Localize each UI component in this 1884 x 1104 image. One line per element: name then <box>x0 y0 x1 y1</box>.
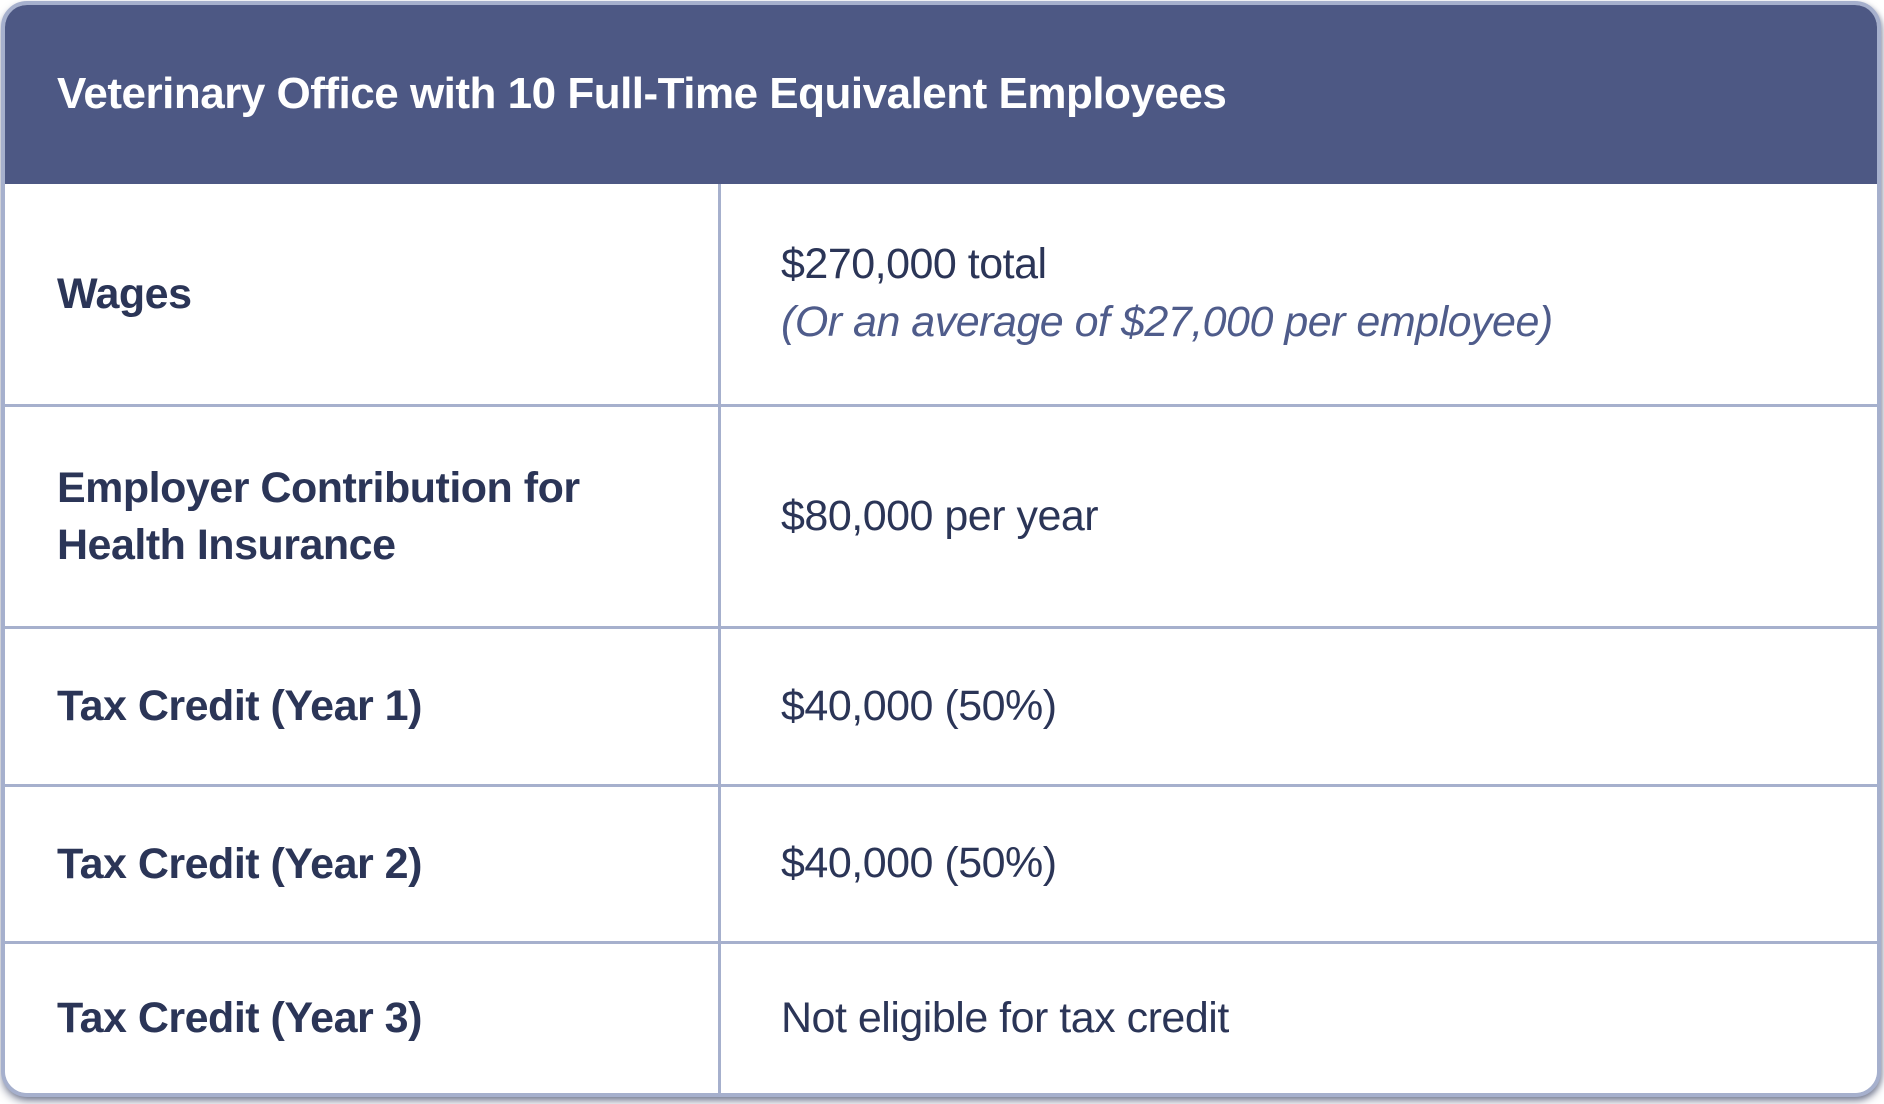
table-row-employer-contribution: Employer Contribution for Health Insuran… <box>5 404 1877 626</box>
row-value-wages: $270,000 total <box>781 240 1047 289</box>
table-header: Veterinary Office with 10 Full-Time Equi… <box>5 5 1877 184</box>
row-value-wages-note: (Or an average of $27,000 per employee) <box>781 298 1553 346</box>
table-row-tax-credit-year2: Tax Credit (Year 2) $40,000 (50%) <box>5 784 1877 941</box>
row-value-tax-credit-year1-cell: $40,000 (50%) <box>718 629 1877 784</box>
row-value-wages-cell: $270,000 total (Or an average of $27,000… <box>718 184 1877 404</box>
row-label-employer-contribution: Employer Contribution for Health Insuran… <box>57 463 580 569</box>
row-value-tax-credit-year2: $40,000 (50%) <box>781 839 1057 888</box>
row-label-tax-credit-year2: Tax Credit (Year 2) <box>57 839 422 888</box>
table-row-tax-credit-year1: Tax Credit (Year 1) $40,000 (50%) <box>5 626 1877 784</box>
table-row-wages: Wages $270,000 total (Or an average of $… <box>5 184 1877 404</box>
row-value-tax-credit-year1: $40,000 (50%) <box>781 681 1057 730</box>
row-label-wages: Wages <box>57 269 192 318</box>
row-value-tax-credit-year2-cell: $40,000 (50%) <box>718 787 1877 941</box>
row-value-employer-contribution: $80,000 per year <box>781 491 1099 540</box>
row-label-tax-credit-year3: Tax Credit (Year 3) <box>57 994 422 1043</box>
row-value-tax-credit-year3: Not eligible for tax credit <box>781 993 1229 1042</box>
table-row-tax-credit-year3: Tax Credit (Year 3) Not eligible for tax… <box>5 941 1877 1093</box>
table-title: Veterinary Office with 10 Full-Time Equi… <box>57 69 1227 119</box>
row-label-tax-credit-year1: Tax Credit (Year 1) <box>57 682 422 731</box>
row-value-employer-contribution-cell: $80,000 per year <box>718 407 1877 626</box>
row-value-tax-credit-year3-cell: Not eligible for tax credit <box>718 944 1877 1093</box>
